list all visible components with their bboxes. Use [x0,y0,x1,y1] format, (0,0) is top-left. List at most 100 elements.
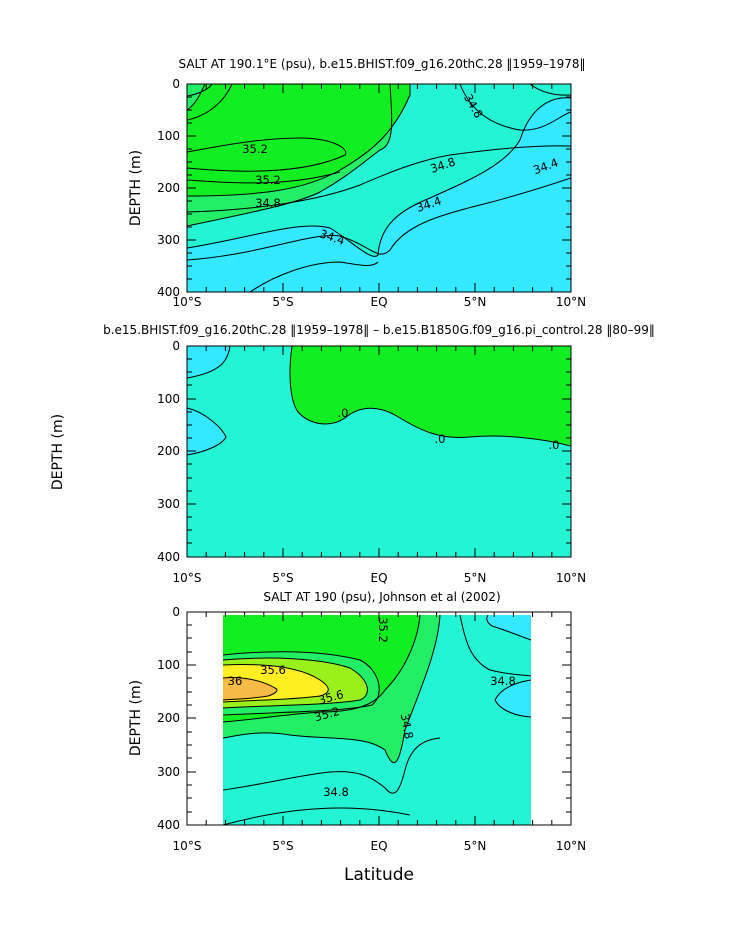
contour-label: 35.2 [313,704,341,724]
x-tick-label: 10°N [556,839,586,853]
x-tick-label: 5°N [464,571,487,585]
contour-label: .0 [435,432,446,446]
contour-line [187,84,213,97]
x-tick-label: 5°S [272,839,293,853]
x-tick-label: 5°N [464,295,487,309]
x-tick-label: EQ [370,295,387,309]
fill-negative-topleft [187,346,230,378]
contour-line [187,137,347,172]
contour-line [187,346,231,379]
y-tick-label: 400 [157,285,180,299]
panel-johnson-observations: SALT AT 190 (psu), Johnson et al (2002) [128,590,586,853]
fill-34.6-right [486,615,531,640]
contour-line [187,407,227,456]
contour-label: .0 [338,406,349,420]
panel2-ylabel: DEPTH (m) [50,414,66,490]
contour-line [222,657,368,709]
y-tick-label: 400 [157,818,180,832]
contour-label: 35.6 [260,663,286,677]
fill-negative-left [187,408,226,455]
contour-line [494,679,532,718]
panel2-contour-fill [187,346,571,557]
contour-line [222,664,329,703]
contour-line [222,807,411,825]
contour-line [187,177,571,261]
panel3-xtick-labels: 10°S 5°S EQ 5°N 10°N [173,839,587,853]
panel2-contour-lines [187,346,571,456]
x-tick-label: 10°S [173,295,202,309]
x-tick-label: 10°N [556,571,586,585]
panel2-title: b.e15.BHIST.f09_g16.20thC.28 ‖1959–1978‖… [103,323,655,337]
x-tick-label: EQ [370,571,387,585]
panel2-ytick-labels: 0 100 200 300 400 [157,339,180,564]
contour-label: 35.2 [242,142,268,156]
fill-34.6-right-2 [495,680,531,717]
contour-label: 34.8 [255,196,281,210]
contour-label: 35.2 [255,173,281,187]
y-tick-label: 300 [157,233,180,247]
x-tick-label: EQ [370,839,387,853]
contour-line [187,171,341,184]
contour-label: 36 [228,674,243,688]
fill-35.0 [187,84,410,196]
y-tick-label: 100 [157,129,180,143]
y-tick-label: 0 [172,605,180,619]
x-tick-label: 5°N [464,839,487,853]
y-tick-label: 300 [157,765,180,779]
contour-label: 34.8 [490,674,516,688]
figure-xlabel: Latitude [344,865,414,885]
contour-line [459,84,571,131]
panel3-contour-lines [222,614,532,825]
panel3-ylabel: DEPTH (m) [128,680,144,756]
panel2-xtick-labels: 10°S 5°S EQ 5°N 10°N [173,571,587,585]
panel-model-salinity: SALT AT 190.1°E (psu), b.e15.BHIST.f09_g… [128,57,586,309]
y-tick-label: 200 [157,444,180,458]
contour-label: 34.8 [398,712,416,740]
y-tick-label: 100 [157,392,180,406]
contour-line [222,614,441,764]
contour-label: 34.8 [323,785,349,799]
fill-positive [290,346,571,446]
contour-line [222,677,278,701]
x-tick-label: 5°S [272,295,293,309]
contour-line [222,737,441,794]
contour-label: 35.2 [376,617,390,643]
x-tick-label: 10°N [556,295,586,309]
contour-line [187,84,233,121]
panel3-ytick-labels: 0 100 200 300 400 [157,605,180,832]
y-tick-label: 200 [157,711,180,725]
contour-line [486,614,532,641]
panel1-xtick-labels: 10°S 5°S EQ 5°N 10°N [173,295,587,309]
contour-line [459,614,532,677]
contour-label: .0 [549,438,560,452]
contour-label: 35.6 [317,687,345,707]
panel1-contour-fill [187,84,571,292]
y-tick-label: 0 [172,339,180,353]
x-tick-label: 10°S [173,839,202,853]
y-tick-label: 0 [172,77,180,91]
y-tick-label: 200 [157,181,180,195]
x-tick-label: 10°S [173,571,202,585]
x-tick-label: 5°S [272,571,293,585]
contour-line [249,261,379,292]
panel1-ytick-labels: 0 100 200 300 400 [157,77,180,299]
fill-35.2 [187,84,205,110]
panel3-title: SALT AT 190 (psu), Johnson et al (2002) [263,590,500,604]
y-tick-label: 400 [157,550,180,564]
y-tick-label: 100 [157,658,180,672]
panel3-contour-fill [223,615,531,825]
contour-line [187,84,411,197]
contour-line [187,97,571,257]
contour-line [222,651,380,716]
contour-line [187,84,206,111]
panel2-contour-labels: .0 .0 .0 [338,406,560,452]
panel1-title: SALT AT 190.1°E (psu), b.e15.BHIST.f09_g… [178,57,585,71]
panel1-axis-ticks [186,83,572,293]
panel2-axis-ticks [186,345,572,558]
contour-line [187,84,393,227]
panel-salinity-difference: b.e15.BHIST.f09_g16.20thC.28 ‖1959–1978‖… [50,323,655,585]
contour-line [289,346,571,447]
y-tick-label: 300 [157,497,180,511]
panel3-contour-labels: 35.2 35.6 36 35.6 35.2 34.8 34.8 34.8 [228,617,516,799]
